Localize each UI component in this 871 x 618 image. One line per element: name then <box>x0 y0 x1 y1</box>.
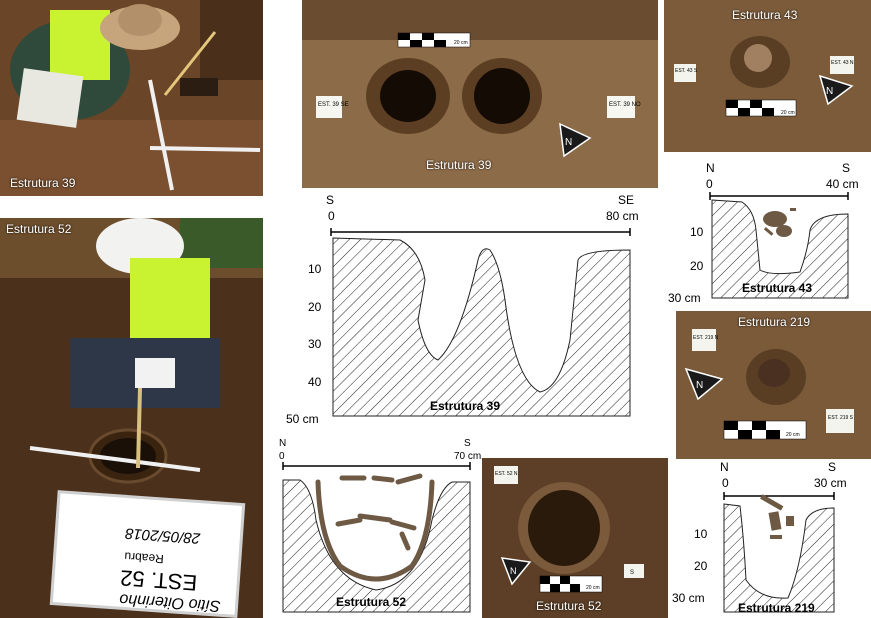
north-letter: N <box>696 380 703 391</box>
e43-ceramic-fragments <box>763 208 796 237</box>
photo-estrutura-39-pits-art: 20 cm EST. 39 SE EST. 39 NO N <box>302 0 658 188</box>
e43-left-dir: N <box>706 161 715 175</box>
profile-estrutura-39: S 0 SE 80 cm 10 20 30 40 50 cm Estrutura… <box>286 193 639 426</box>
e39-depth-tick-3: 40 <box>308 375 322 389</box>
tag-left: EST. 39 SE <box>318 102 349 108</box>
e219-left-dir: N <box>720 460 729 474</box>
north-letter: N <box>826 86 833 97</box>
photo-5-label: Estrutura 52 <box>536 599 602 613</box>
e39-title: Estrutura 39 <box>430 399 500 413</box>
e219-title: Estrutura 219 <box>738 601 815 615</box>
e219-depth-tick-0: 10 <box>694 527 708 541</box>
e52-x-end: 70 cm <box>454 451 481 462</box>
e39-x-start: 0 <box>328 209 335 223</box>
photo-4-label: Estrutura 52 <box>6 222 72 236</box>
e39-soil-section <box>332 237 631 417</box>
e39-right-dir: SE <box>618 193 634 207</box>
profile-estrutura-219: N 0 S 30 cm 10 20 30 cm Estrutura 219 <box>672 460 847 615</box>
e43-depth-tick-0: 10 <box>690 225 704 239</box>
profile-estrutura-43: N 0 S 40 cm 10 20 30 cm Estrutura 43 <box>668 161 859 305</box>
photo-2-label: Estrutura 39 <box>426 158 492 172</box>
tag-right: EST. 219 S <box>828 415 854 421</box>
tag-left: EST. 52 N <box>495 471 518 477</box>
e52-right-dir: S <box>464 438 471 449</box>
whiteboard: Sítio Oiterinho EST. 52 Reabru 28/05/201… <box>49 490 246 618</box>
tag-right: S <box>630 570 634 576</box>
e39-depth-tick-1: 20 <box>308 300 322 314</box>
tag-right: EST. 43 N <box>831 60 854 66</box>
photo-estrutura-39-worker-art <box>0 0 263 196</box>
photo-estrutura-219-art: 20 cm EST. 219 N EST. 219 S N <box>676 311 871 459</box>
e43-x-end: 40 cm <box>826 177 859 191</box>
e219-depth-tick-1: 20 <box>694 559 708 573</box>
e39-depth-end: 50 cm <box>286 412 319 426</box>
scale-bar-label: 20 cm <box>586 585 600 591</box>
e43-depth-tick-1: 20 <box>690 259 704 273</box>
photo-estrutura-39-pits: 20 cm EST. 39 SE EST. 39 NO N Estrutura … <box>302 0 658 188</box>
photo-6-label: Estrutura 219 <box>738 315 811 329</box>
north-letter: N <box>510 566 517 576</box>
photo-estrutura-52-worker-art: Sítio Oiterinho EST. 52 Reabru 28/05/201… <box>0 218 263 618</box>
e219-x-start: 0 <box>722 476 729 490</box>
photo-estrutura-52-pit: 20 cm EST. 52 N S N Estrutura 52 <box>482 458 668 618</box>
e52-left-dir: N <box>279 438 286 449</box>
e43-soil-section <box>711 199 849 299</box>
north-arrow-icon: N <box>559 122 592 158</box>
scale-bar-label: 20 cm <box>786 432 800 438</box>
e39-depth-tick-2: 30 <box>308 337 322 351</box>
photo-estrutura-39-worker: Estrutura 39 <box>0 0 263 196</box>
board-line-4: 28/05/2018 <box>124 524 202 546</box>
e39-depth-tick-0: 10 <box>308 262 322 276</box>
north-arrow-icon: N <box>818 74 854 106</box>
e43-x-start: 0 <box>706 177 713 191</box>
photo-estrutura-43: 20 cm EST. 43 S EST. 43 N N Estrutura 43 <box>664 0 871 152</box>
north-letter: N <box>565 137 572 148</box>
photo-estrutura-219: 20 cm EST. 219 N EST. 219 S N Estrutura … <box>676 311 871 459</box>
e52-title: Estrutura 52 <box>336 595 406 609</box>
north-arrow-icon: N <box>684 367 724 401</box>
e52-soil-section <box>282 479 471 613</box>
e52-ceramic-vessel <box>315 473 435 582</box>
tag-right: EST. 39 NO <box>609 102 641 108</box>
e219-soil-section <box>723 503 835 613</box>
profile-estrutura-52: N 0 S 70 cm Estrutura 52 <box>279 438 481 613</box>
photo-estrutura-43-art: 20 cm EST. 43 S EST. 43 N N <box>664 0 871 152</box>
e43-right-dir: S <box>842 161 850 175</box>
photo-estrutura-52-worker: Sítio Oiterinho EST. 52 Reabru 28/05/201… <box>0 218 263 618</box>
photo-3-label: Estrutura 43 <box>732 8 798 22</box>
scale-bar: 20 cm <box>397 32 471 48</box>
e219-depth-end: 30 cm <box>672 591 705 605</box>
photo-estrutura-52-pit-art: 20 cm EST. 52 N S N <box>482 458 668 618</box>
e43-depth-end: 30 cm <box>668 291 701 305</box>
board-line-2: EST. 52 <box>119 565 198 595</box>
e52-x-start: 0 <box>279 451 285 462</box>
e39-x-end: 80 cm <box>606 209 639 223</box>
e219-x-end: 30 cm <box>814 476 847 490</box>
e219-ceramic-fragments <box>760 494 794 539</box>
e39-left-dir: S <box>326 193 334 207</box>
e43-title: Estrutura 43 <box>742 281 812 295</box>
photo-1-label: Estrutura 39 <box>10 176 76 190</box>
scale-bar-label: 20 cm <box>454 40 468 46</box>
e219-right-dir: S <box>828 460 836 474</box>
board-line-3: Reabru <box>124 549 164 566</box>
north-arrow-icon: N <box>500 557 532 586</box>
tag-left: EST. 219 N <box>693 335 719 341</box>
scale-bar-label: 20 cm <box>781 110 795 116</box>
tag-left: EST. 43 S <box>675 68 698 74</box>
